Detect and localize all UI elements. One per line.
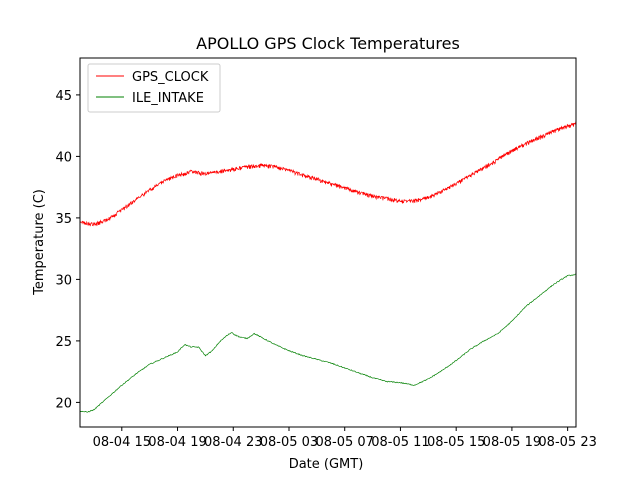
series-line-gps-clock [80, 121, 576, 227]
y-tick-label: 40 [55, 150, 72, 165]
x-tick-label: 08-05 11 [371, 435, 429, 450]
y-tick-label: 45 [55, 89, 72, 104]
x-tick-label: 08-04 23 [204, 435, 262, 450]
y-tick-label: 25 [55, 335, 72, 350]
x-tick-label: 08-05 19 [483, 435, 541, 450]
legend-label-gps-clock: GPS_CLOCK [132, 70, 209, 85]
legend: GPS_CLOCK ILE_INTAKE [87, 63, 221, 113]
x-axis-label: Date (GMT) [289, 457, 364, 472]
y-axis-ticks: 20 25 30 35 40 45 [55, 89, 80, 411]
plot-frame [79, 57, 577, 428]
chart-title: APOLLO GPS Clock Temperatures [196, 34, 460, 53]
x-tick-label: 08-04 15 [93, 435, 151, 450]
series-layer [80, 121, 576, 413]
x-tick-label: 08-04 19 [148, 435, 206, 450]
y-tick-label: 20 [55, 396, 72, 411]
legend-label-ile-intake: ILE_INTAKE [132, 91, 204, 106]
y-tick-label: 35 [55, 212, 72, 227]
y-tick-label: 30 [55, 273, 72, 288]
y-axis-label: Temperature (C) [32, 189, 47, 296]
series-line-ile-intake [80, 273, 576, 413]
x-tick-label: 08-05 07 [315, 435, 373, 450]
x-tick-label: 08-05 15 [427, 435, 485, 450]
x-tick-label: 08-05 23 [538, 435, 596, 450]
x-tick-label: 08-05 03 [260, 435, 318, 450]
